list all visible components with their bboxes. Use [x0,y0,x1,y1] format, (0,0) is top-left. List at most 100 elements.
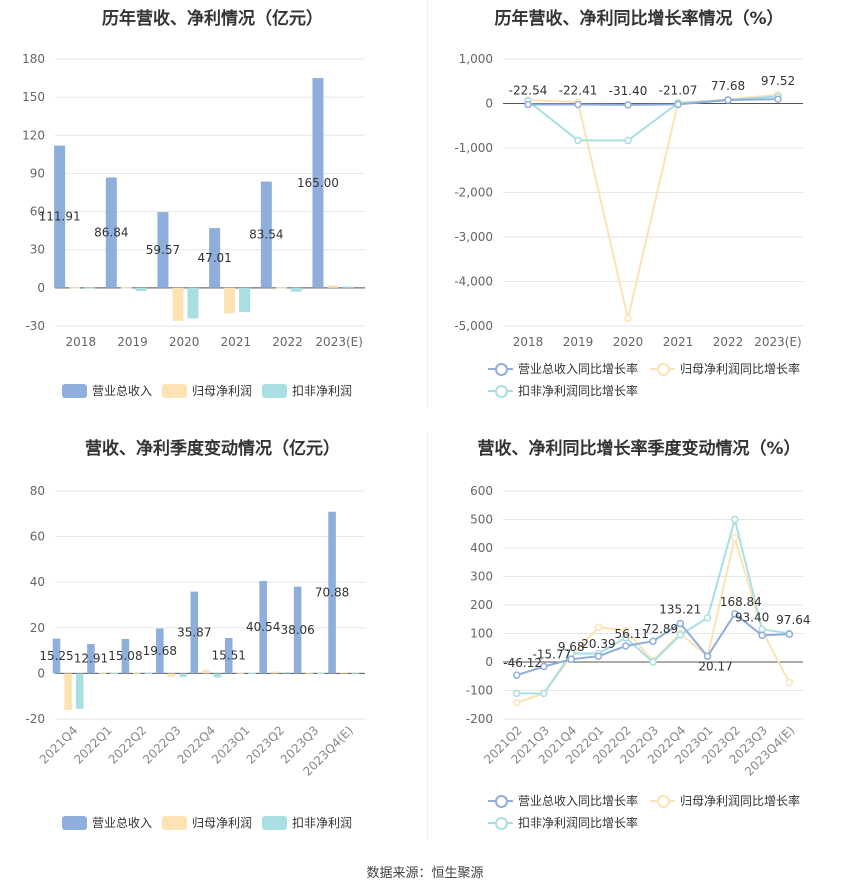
legend-net-profit-growth[interactable]: 归母净利润同比增长率 [650,360,800,377]
x-tick-label: 2022 [713,335,744,349]
bar [133,672,141,674]
legend-label: 营业总收入同比增长率 [518,794,639,808]
data-point [703,614,712,622]
bar [120,287,132,289]
series-line [527,93,779,319]
legend-swatch [488,816,513,830]
legend-swatch [262,815,287,830]
legend-label: 归母净利润 [192,816,253,830]
data-label: 15.25 [39,649,73,663]
data-label: 97.64 [776,613,810,627]
bar [224,287,236,314]
bar [351,672,360,674]
x-tick-label: 2023(E) [315,335,362,349]
y-tick-label: -100 [466,684,493,698]
legend-label: 归母净利润同比增长率 [680,362,801,376]
quarterly-growth-panel: 营收、净利同比增长率季度变动情况（%） -200 -100 0 100 200 300 40… [428,430,850,840]
data-point [594,623,603,631]
y-tick-label: 0 [37,281,45,295]
data-label: 40.54 [246,620,280,634]
legend-deducted-profit[interactable]: 扣非净利润 [262,814,352,831]
data-label: 70.88 [315,586,349,600]
legend-net-profit[interactable]: 归母净利润 [162,814,252,831]
data-point [567,655,575,663]
panel-divider [427,0,428,408]
legend-net-profit[interactable]: 归母净利润 [162,382,252,399]
x-tick-label: 2022 [272,335,303,349]
y-tick-label: -1,000 [454,141,493,155]
data-point [621,634,630,642]
y-tick-label: -5,000 [454,319,493,333]
x-tick-label: 2019 [563,335,594,349]
panel-divider [427,432,428,840]
legend-deducted-profit-growth[interactable]: 扣非净利润同比增长率 [488,382,638,399]
data-label: 9.68 [558,640,585,654]
data-label: 19.68 [143,644,177,658]
legend-revenue-growth[interactable]: 营业总收入同比增长率 [488,360,638,377]
data-point [574,136,582,145]
y-tick-label: 30 [30,243,45,257]
bar [202,669,210,674]
data-label: 12.91 [74,652,108,666]
annual-growth-chart: -5,000 -4,000 -3,000 -2,000 -1,000 0 1,000 2018… [454,52,803,349]
bar [293,586,302,674]
data-point [574,100,582,109]
data-label: -31.40 [609,84,648,98]
bar [84,287,96,289]
data-point [703,652,712,661]
legend-label: 扣非净利润 [292,384,353,398]
bar [316,672,325,674]
data-point [540,689,548,698]
y-tick-label: 60 [30,530,45,544]
data-label: 20.17 [698,659,732,673]
bar [98,672,107,674]
x-tick-label: 2018 [513,335,544,349]
legend-deducted-profit[interactable]: 扣非净利润 [262,382,352,399]
data-point [676,619,685,628]
legend-net-profit-growth[interactable]: 归母净利润同比增长率 [650,792,800,809]
data-label: 20.39 [581,637,615,651]
legend-revenue[interactable]: 营业总收入 [62,814,152,831]
y-tick-label: 150 [22,90,45,104]
bar [54,145,66,288]
data-point [512,671,521,679]
y-tick-label: 1,000 [459,52,493,66]
legend-deducted-profit-growth[interactable]: 扣非净利润同比增长率 [488,814,638,831]
bar [135,287,147,292]
y-tick-label: 200 [470,598,493,612]
y-tick-label: 300 [470,570,493,584]
legend-label: 归母净利润 [192,384,253,398]
bar [259,580,267,674]
data-point [624,314,632,323]
chart-title: 营收、净利季度变动情况（亿元） [85,439,340,459]
x-tick-label: 2019 [117,335,148,349]
data-point [774,95,782,103]
bar [110,672,118,674]
data-label: 35.87 [177,626,211,640]
bar [121,639,130,674]
legend-swatch [162,383,187,398]
data-point [649,637,657,645]
data-label: 38.06 [280,623,314,637]
data-source-footer: 数据来源：恒生聚源 [366,866,484,881]
bar [172,287,184,321]
legend-label: 扣非净利润同比增长率 [518,384,639,398]
annual-revenue-profit-chart: -30 0 30 60 90 120 150 180 2018 2019 2020 2021 2022 2… [22,52,365,349]
legend-swatch [488,794,513,808]
bar [282,672,291,674]
legend-revenue-growth[interactable]: 营业总收入同比增长率 [488,792,638,809]
legend-label: 归母净利润同比增长率 [680,794,801,808]
bar [328,511,336,674]
bar [190,591,199,674]
data-point [676,631,685,639]
data-label: 15.51 [212,649,246,663]
data-point [785,630,794,638]
chart-title: 历年营收、净利同比增长率情况（%） [494,9,784,29]
y-tick-label: 40 [30,575,45,589]
legend-revenue[interactable]: 营业总收入 [62,382,152,399]
data-label: 135.21 [659,602,701,616]
legend-label: 扣非净利润同比增长率 [518,816,639,830]
bar [312,78,324,288]
y-tick-label: 0 [37,666,45,680]
data-point [731,515,739,524]
